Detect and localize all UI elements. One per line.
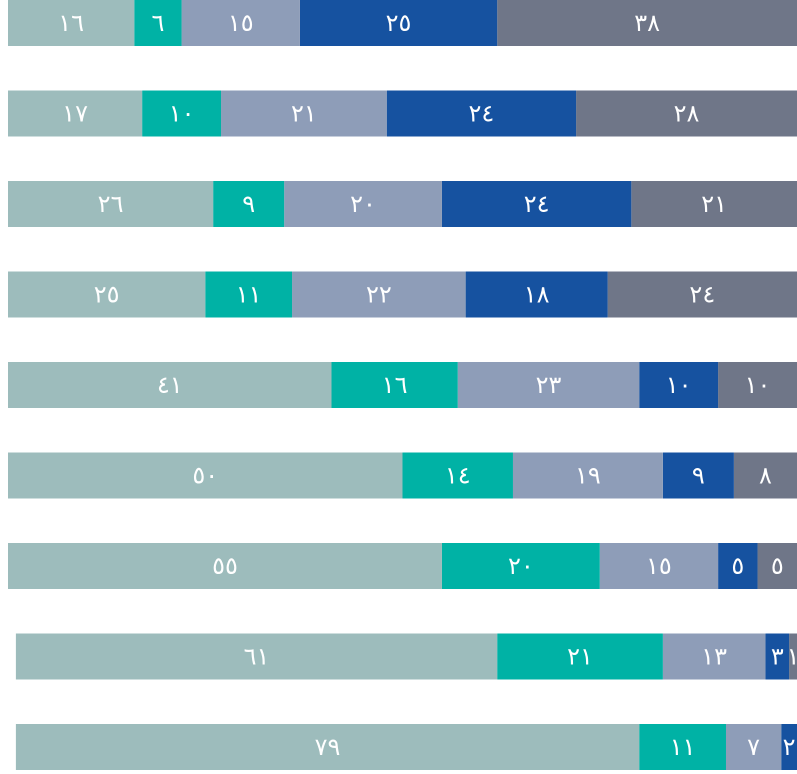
value-label: ٢٢: [366, 281, 392, 309]
value-label: ١٧: [62, 100, 88, 128]
value-label: ١١: [236, 281, 262, 309]
bar-segment: [134, 0, 182, 46]
bar-segment: [733, 452, 797, 499]
value-label: ٥٠: [192, 462, 218, 490]
value-label: ٢٤: [689, 281, 715, 309]
bar-segment: [181, 0, 300, 46]
bar-segment: [576, 90, 797, 137]
bar-segment: [299, 0, 498, 46]
bar-segment: [662, 633, 766, 680]
value-label: ٢٨: [674, 100, 700, 128]
bar-segment: [15, 724, 640, 770]
bar-segment: [213, 181, 285, 227]
value-label: ٢٦: [98, 190, 124, 218]
bar-segment: [718, 362, 797, 408]
value-label: ١٤: [445, 462, 471, 490]
value-label: ٢: [783, 733, 796, 761]
bar-segment: [15, 633, 498, 680]
bar-segment: [8, 543, 442, 589]
value-label: ٧: [747, 733, 760, 761]
bar-segment: [284, 181, 442, 227]
value-label: ١٠: [745, 371, 771, 399]
value-label: ٢١: [291, 100, 317, 128]
value-label: ١١: [670, 733, 696, 761]
value-label: ٣: [771, 643, 784, 671]
value-label: ٢٠: [508, 552, 534, 580]
value-label: ٢٠: [350, 190, 376, 218]
bar-segment: [599, 543, 719, 589]
bar-segment: [607, 271, 797, 318]
value-label: ١٠: [666, 371, 692, 399]
value-label: ١٥: [228, 9, 254, 37]
bar-segment: [497, 633, 663, 680]
bar-segment: [8, 90, 143, 137]
bar-segment: [221, 90, 387, 137]
value-label: ٢١: [567, 643, 593, 671]
bar-segment: [205, 271, 293, 318]
bar-segment: [765, 633, 790, 680]
bar-segment: [662, 452, 734, 499]
value-label: ١٩: [575, 462, 601, 490]
bar-segment: [292, 271, 466, 318]
bar-segment: [402, 452, 513, 499]
value-label: ١: [787, 643, 797, 671]
value-label: ٢٣: [536, 371, 562, 399]
bar-segment: [757, 543, 797, 589]
value-label: ٨: [759, 462, 772, 490]
value-label: ٧٩: [315, 733, 341, 761]
bar-segment: [8, 181, 214, 227]
bar-segment: [718, 543, 758, 589]
bar-segment: [512, 452, 663, 499]
bar-segment: [8, 452, 403, 499]
bar-segment: [331, 362, 458, 408]
bar-segment: [8, 0, 135, 46]
bar-segment: [639, 362, 719, 408]
value-label: ٦: [151, 9, 164, 37]
value-label: ١٣: [701, 643, 727, 671]
value-label: ٢٤: [524, 190, 550, 218]
value-label: ٢١: [701, 190, 727, 218]
value-label: ٥: [731, 552, 744, 580]
bar-segment: [457, 362, 640, 408]
bar-segment: [441, 543, 600, 589]
value-label: ٢٥: [94, 281, 120, 309]
bar-segment: [8, 271, 206, 318]
bar-segment: [465, 271, 608, 318]
value-label: ١٦: [382, 371, 408, 399]
bar-segment: [781, 724, 797, 770]
bar-segment: [441, 181, 632, 227]
value-label: ٦١: [244, 643, 270, 671]
value-label: ١٨: [524, 281, 550, 309]
bar-segment: [497, 0, 797, 46]
bar-segment: [386, 90, 577, 137]
value-label: ١٠: [169, 100, 195, 128]
value-label: ٩: [692, 462, 705, 490]
bar-segment: [789, 633, 797, 680]
bar-segment: [8, 362, 332, 408]
value-label: ٢٥: [386, 9, 412, 37]
bar-segment: [725, 724, 782, 770]
value-label: ١٦: [58, 9, 84, 37]
bar-segment: [639, 724, 726, 770]
bar-segment: [142, 90, 222, 137]
value-label: ١٥: [646, 552, 672, 580]
value-label: ٩: [242, 190, 255, 218]
value-label: ٣٨: [634, 9, 660, 37]
value-label: ٥: [771, 552, 784, 580]
value-label: ٢٤: [469, 100, 495, 128]
bar-segment: [631, 181, 797, 227]
value-label: ٤١: [157, 371, 183, 399]
value-label: ٥٥: [212, 552, 238, 580]
